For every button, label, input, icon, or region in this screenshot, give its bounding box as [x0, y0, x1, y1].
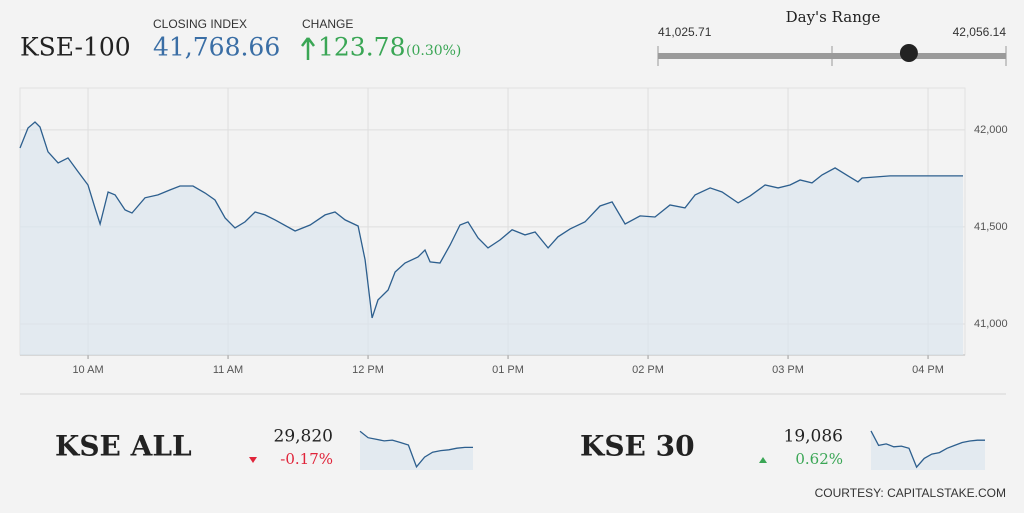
area: [871, 430, 985, 470]
area: [20, 122, 964, 355]
index-name: KSE-100: [20, 33, 131, 62]
direction-triangle: [759, 457, 767, 463]
x-tick-label: 10 AM: [72, 364, 103, 376]
y-tick-label: 42,000: [974, 124, 1008, 136]
x-tick-label: 11 AM: [213, 364, 243, 376]
line: [359, 430, 473, 469]
x-tick-label: 12 PM: [352, 364, 384, 376]
area: [360, 431, 473, 470]
range-low: 41,025.71: [658, 25, 712, 39]
x-tick-label: 03 PM: [772, 364, 804, 376]
change-pct: (0.30%): [406, 43, 461, 59]
up-arrow: [301, 37, 315, 60]
index-value: 29,820: [274, 427, 333, 447]
x-tick-label: 01 PM: [492, 364, 524, 376]
x-tick-label: 02 PM: [632, 364, 664, 376]
index-change: 0.62%: [795, 450, 843, 468]
closing-value: 41,768.66: [153, 33, 280, 62]
line: [19, 121, 963, 319]
y-tick-label: 41,000: [974, 318, 1008, 330]
index-value: 19,086: [784, 427, 843, 447]
closing-label: CLOSING INDEX: [153, 17, 247, 31]
change-label: CHANGE: [302, 17, 353, 31]
range-marker: [899, 44, 918, 62]
index-name: KSE ALL: [55, 430, 192, 463]
range-high: 42,056.14: [953, 25, 1007, 39]
footer: COURTESY: CAPITALSTAKE.COM: [815, 486, 1006, 500]
direction-triangle: [249, 457, 257, 463]
line: [870, 430, 985, 469]
change-value: 123.78: [318, 33, 405, 62]
index-change: -0.17%: [280, 450, 333, 468]
x-tick-label: 04 PM: [912, 364, 944, 376]
y-tick-label: 41,500: [974, 221, 1008, 233]
index-name: KSE 30: [580, 430, 695, 463]
range-title: Day's Range: [786, 8, 881, 26]
